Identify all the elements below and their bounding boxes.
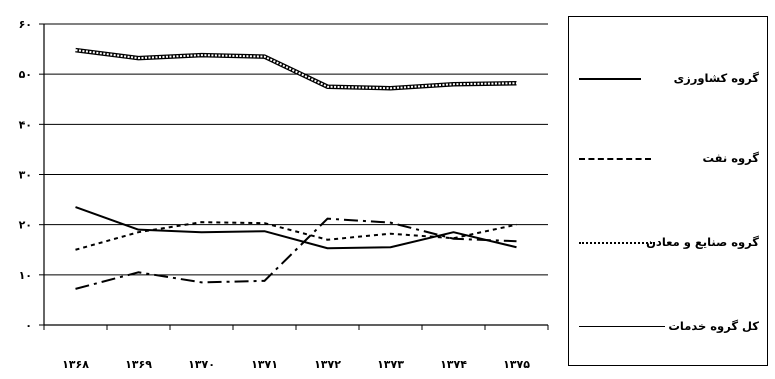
y-tick-label-0: ۰ [25, 319, 32, 332]
series-line-1 [75, 217, 517, 290]
line-chart: ۰ ۱۰ ۲۰ ۳۰ ۴۰ ۵۰ ۶۰ ۱۳۶۸ ۱۳۶۹ ۱۳۷۰ ۱۳۷۱ ۱۳۷۲ ۱۳۷۳ ۱۳۷… [19, 18, 549, 371]
legend-swatch-agriculture [579, 78, 641, 80]
legend-item-services: کل گروه خدمات [569, 311, 767, 341]
y-tick-label-6: ۶۰ [19, 18, 32, 31]
series-line-3-inner [75, 49, 517, 90]
x-tick-label-6: ۱۳۷۴ [440, 358, 467, 371]
legend-swatch-oil [579, 158, 651, 160]
x-tick-label-1: ۱۳۶۹ [125, 358, 152, 371]
x-tick-label-4: ۱۳۷۲ [314, 358, 341, 371]
legend-label-oil: گروه نفت [702, 151, 759, 165]
y-tick-label-5: ۵۰ [19, 68, 32, 81]
series-line-2 [75, 221, 517, 251]
legend: گروه کشاورزی گروه نفت گروه صنایع و معادن… [568, 16, 768, 366]
legend-item-agriculture: گروه کشاورزی [569, 63, 767, 93]
x-tick-label-2: ۱۳۷۰ [188, 358, 215, 371]
y-tick-label-4: ۴۰ [19, 118, 32, 131]
x-tick-label-3: ۱۳۷۱ [251, 358, 278, 371]
legend-label-services: کل گروه خدمات [668, 319, 759, 333]
series-line-0 [75, 206, 517, 250]
legend-label-industry: گروه صنایع و معادن [646, 235, 759, 249]
y-tick-label-2: ۲۰ [19, 219, 32, 232]
series-line-3-outer [75, 47, 517, 91]
series-lines [75, 47, 517, 290]
legend-label-agriculture: گروه کشاورزی [673, 71, 759, 85]
axes [39, 23, 549, 330]
legend-swatch-industry [579, 242, 655, 244]
legend-swatch-services [579, 326, 665, 327]
x-tick-label-5: ۱۳۷۳ [377, 358, 404, 371]
y-tick-label-1: ۱۰ [19, 269, 32, 282]
grid-lines [44, 23, 548, 276]
tick-labels: ۰ ۱۰ ۲۰ ۳۰ ۴۰ ۵۰ ۶۰ ۱۳۶۸ ۱۳۶۹ ۱۳۷۰ ۱۳۷۱ ۱۳۷۲ ۱۳۷۳ ۱۳۷… [19, 18, 531, 371]
legend-item-oil: گروه نفت [569, 143, 767, 173]
y-tick-label-3: ۳۰ [19, 169, 32, 182]
x-tick-label-7: ۱۳۷۵ [503, 358, 530, 371]
legend-item-industry: گروه صنایع و معادن [569, 227, 767, 257]
x-tick-label-0: ۱۳۶۸ [62, 358, 89, 371]
